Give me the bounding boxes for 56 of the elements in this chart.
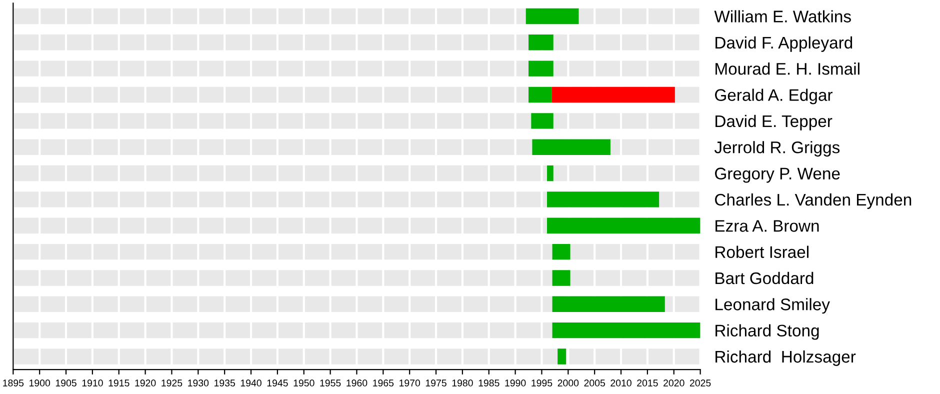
x-tick-label: 1900 xyxy=(30,380,50,386)
x-tick-label: 1930 xyxy=(188,380,209,386)
x-tick-label: 1920 xyxy=(135,380,156,386)
bar xyxy=(547,218,700,234)
bar xyxy=(528,86,552,103)
y-tick-label: Gerald A. Edgar xyxy=(715,88,832,104)
x-tick-label: 1925 xyxy=(162,380,182,386)
x-tick-label: 1980 xyxy=(452,380,473,386)
bar xyxy=(552,244,570,260)
bar xyxy=(547,165,554,182)
x-tick-label: 2000 xyxy=(558,380,579,386)
bar xyxy=(552,86,675,103)
y-tick-label: Bart Goddard xyxy=(716,272,814,284)
bar xyxy=(552,322,700,338)
bar xyxy=(547,192,660,208)
y-tick-label: Richard Stong xyxy=(716,324,819,340)
bar xyxy=(528,34,554,50)
y-tick-label: Charles L. Vanden Eynden xyxy=(715,193,912,209)
x-tick-label: 1895 xyxy=(3,380,24,386)
y-tick-label: Robert Israel xyxy=(716,246,808,258)
x-tick-label: 1960 xyxy=(346,380,368,386)
bar xyxy=(558,348,566,364)
y-tick-label: David E. Tepper xyxy=(716,114,832,130)
x-tick-label: 1935 xyxy=(214,380,235,386)
bar xyxy=(532,139,610,155)
bar xyxy=(531,113,554,129)
y-tick-label: Mourad E. H. Ismail xyxy=(716,62,860,75)
x-tick-label: 2005 xyxy=(584,380,605,386)
y-tick-label: Leonard Smiley xyxy=(716,298,830,314)
y-tick-label: David F. Appleyard xyxy=(716,36,852,52)
x-tick-label: 2015 xyxy=(637,380,658,386)
x-tick-label: 1975 xyxy=(426,380,446,386)
x-tick-label: 1915 xyxy=(108,380,130,386)
x-tick-label: 1905 xyxy=(56,380,76,386)
x-tick-label: 1950 xyxy=(294,380,314,386)
y-tick-label: Richard Holzsager xyxy=(716,350,856,366)
x-tick-label: 1940 xyxy=(240,380,262,386)
x-tick-label: 1995 xyxy=(532,380,552,386)
x-tick-label: 2025 xyxy=(690,380,711,386)
bar xyxy=(552,270,570,286)
y-tick-label: Jerrold R. Griggs xyxy=(714,141,840,157)
bar xyxy=(528,60,554,76)
x-tick-label: 1985 xyxy=(478,380,500,386)
x-tick-label: 1955 xyxy=(320,380,341,386)
bar xyxy=(526,8,579,24)
x-tick-label: 1990 xyxy=(505,380,526,386)
x-tick-label: 1970 xyxy=(400,380,420,386)
x-tick-label: 2010 xyxy=(610,380,632,386)
bar xyxy=(552,296,665,312)
x-tick-label: 2020 xyxy=(664,380,684,386)
y-tick-label: Ezra A. Brown xyxy=(716,220,819,232)
x-tick-label: 1945 xyxy=(267,380,288,386)
y-tick-label: Gregory P. Wene xyxy=(715,168,840,183)
y-tick-label: William E. Watkins xyxy=(714,10,851,22)
x-tick-label: 1910 xyxy=(82,380,103,386)
x-tick-label: 1965 xyxy=(373,380,394,386)
